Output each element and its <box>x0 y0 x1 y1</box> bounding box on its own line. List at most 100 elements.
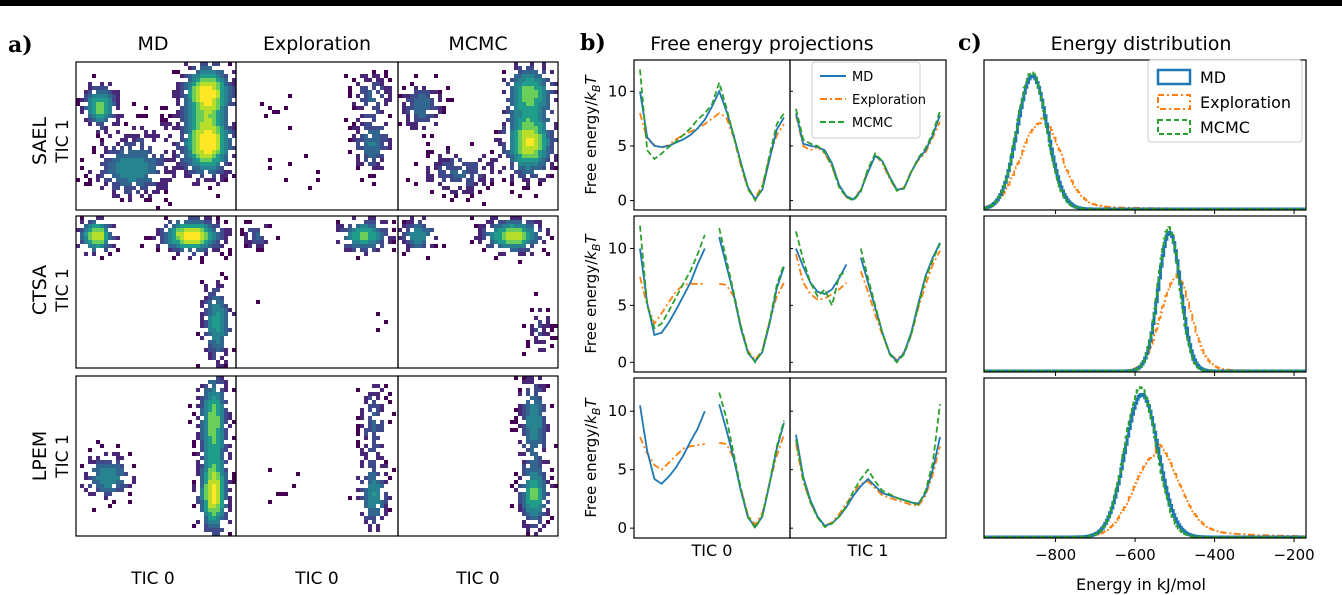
heatmap-cell <box>380 504 384 508</box>
heatmap-cell <box>104 224 108 228</box>
heatmap-cell <box>414 86 418 90</box>
heatmap-cell <box>84 174 88 178</box>
heatmap-cell <box>200 420 204 424</box>
heatmap-cell <box>212 388 216 392</box>
heatmap-cell <box>506 118 510 122</box>
heatmap-cell <box>96 134 100 138</box>
heatmap-cell <box>216 288 220 292</box>
heatmap-cell <box>220 70 224 74</box>
heatmap-cell <box>216 296 220 300</box>
heatmap-cell <box>530 396 534 400</box>
heatmap-cell <box>466 190 470 194</box>
heatmap-cell <box>534 416 538 420</box>
heatmap-cell <box>550 110 554 114</box>
heatmap-cell <box>232 86 236 90</box>
heatmap-cell <box>422 228 426 232</box>
heatmap-cell <box>534 86 538 90</box>
heatmap-cell <box>368 240 372 244</box>
heatmap-cell <box>360 90 364 94</box>
heatmap-cell <box>482 236 486 240</box>
heatmap-cell <box>538 118 542 122</box>
heatmap-cell <box>352 232 356 236</box>
heatmap-cell <box>526 118 530 122</box>
heatmap-cell <box>208 460 212 464</box>
heatmap-cell <box>470 174 474 178</box>
heatmap-cell <box>232 78 236 82</box>
heatmap-cell <box>204 130 208 134</box>
heatmap-cell <box>204 428 208 432</box>
heatmap-cell <box>212 90 216 94</box>
heatmap-cell <box>224 380 228 384</box>
heatmap-cell <box>364 520 368 524</box>
heatmap-cell <box>88 460 92 464</box>
heatmap-cell <box>530 224 534 228</box>
heatmap-cell <box>510 224 514 228</box>
heatmap-cell <box>112 174 116 178</box>
heatmap-cell <box>224 432 228 436</box>
heatmap-cell <box>112 194 116 198</box>
heatmap-cell <box>128 452 132 456</box>
heatmap-cell <box>518 114 522 118</box>
heatmap-cell <box>530 332 534 336</box>
heatmap-cell <box>196 232 200 236</box>
heatmap-cell <box>100 468 104 472</box>
heatmap-cell <box>368 500 372 504</box>
heatmap-cell <box>538 484 542 488</box>
heatmap-cell <box>204 78 208 82</box>
heatmap-cell <box>368 524 372 528</box>
heatmap-cell <box>120 178 124 182</box>
heatmap-cell <box>526 460 530 464</box>
heatmap-cell <box>208 86 212 90</box>
fe-line-exploration <box>639 434 785 527</box>
heatmap-cell <box>514 98 518 102</box>
heatmap-cell <box>212 70 216 74</box>
heatmap-cell <box>96 484 100 488</box>
heatmap-cell <box>188 90 192 94</box>
heatmap-cell <box>244 244 248 248</box>
heatmap-cell <box>522 380 526 384</box>
heatmap-cell <box>212 126 216 130</box>
row-ylabel-sael: TIC 1 <box>53 119 73 164</box>
heatmap-cell <box>486 162 490 166</box>
heatmap-cell <box>372 460 376 464</box>
heatmap-cell <box>96 216 100 220</box>
heatmap-cell <box>494 224 498 228</box>
heatmap-cell <box>120 162 124 166</box>
heatmap-cell <box>538 480 542 484</box>
heatmap-cell <box>88 118 92 122</box>
heatmap-cell <box>522 444 526 448</box>
heatmap-cell <box>220 94 224 98</box>
heatmap-cell <box>260 244 264 248</box>
heatmap-cell <box>164 190 168 194</box>
heatmap-cell <box>204 432 208 436</box>
heatmap-cell <box>510 86 514 90</box>
heatmap-cell <box>510 220 514 224</box>
heatmap-cell <box>212 440 216 444</box>
heatmap-cell <box>530 162 534 166</box>
heatmap-cell <box>208 356 212 360</box>
heatmap-cell <box>100 240 104 244</box>
heatmap-cell <box>124 138 128 142</box>
heatmap-cell <box>348 138 352 142</box>
heatmap-cell <box>518 94 522 98</box>
heatmap-cell <box>490 162 494 166</box>
heatmap-cell <box>360 146 364 150</box>
heatmap-cell <box>510 130 514 134</box>
heatmap-cell <box>200 480 204 484</box>
panel-a-xlabel-md: TIC 0 <box>130 569 175 589</box>
heatmap-cell <box>486 186 490 190</box>
heatmap-cell <box>100 90 104 94</box>
heatmap-cell <box>490 150 494 154</box>
heatmap-cell <box>232 312 236 316</box>
heatmap-cell <box>168 236 172 240</box>
heatmap-cell <box>368 244 372 248</box>
heatmap-cell <box>518 118 522 122</box>
heatmap-cell <box>208 416 212 420</box>
heatmap-cell <box>526 162 530 166</box>
heatmap-cell <box>208 186 212 190</box>
heatmap-cell <box>384 508 388 512</box>
heatmap-cell <box>200 448 204 452</box>
heatmap-cell <box>526 344 530 348</box>
heatmap-cell <box>360 460 364 464</box>
heatmap-cell <box>450 190 454 194</box>
